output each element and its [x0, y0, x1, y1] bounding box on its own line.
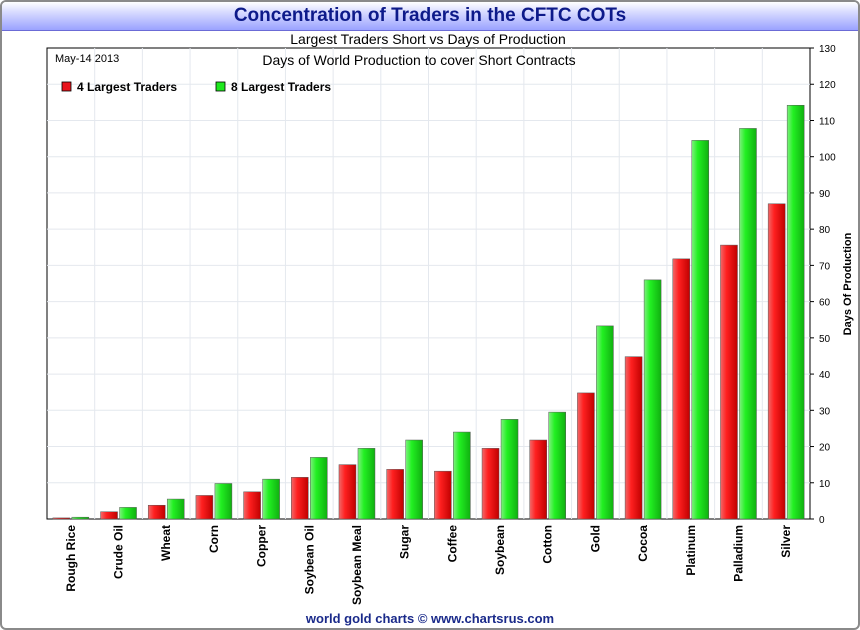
bar-4-largest — [481, 448, 500, 520]
x-category-label: Soybean — [493, 525, 507, 575]
x-category-label: Soybean Meal — [350, 525, 364, 605]
bar-4-largest — [672, 258, 691, 520]
y-tick-label: 100 — [819, 153, 836, 164]
bar-8-largest — [596, 325, 614, 520]
footer-credit: world gold charts © www.chartsrus.com — [305, 611, 555, 626]
bar-4-largest — [767, 203, 786, 520]
y-tick-label: 0 — [819, 515, 825, 526]
bar-4-largest — [529, 439, 547, 520]
x-category-label: Rough Rice — [64, 525, 78, 592]
legend-swatch-8-largest — [215, 81, 226, 92]
y-tick-label: 80 — [819, 225, 831, 236]
y-tick-label: 90 — [819, 189, 831, 200]
bar-8-largest — [739, 128, 757, 520]
bar-4-largest — [720, 244, 738, 520]
legend-swatch-4-largest — [61, 81, 72, 92]
y-axis-title: Days Of Production — [842, 232, 854, 335]
bar-4-largest — [195, 495, 214, 520]
x-category-label: Wheat — [159, 525, 173, 561]
y-tick-label: 110 — [819, 116, 835, 127]
bar-4-largest — [243, 491, 261, 520]
bar-8-largest — [310, 457, 328, 520]
y-tick-label: 10 — [819, 479, 831, 490]
bar-4-largest — [52, 517, 71, 520]
y-tick-label: 120 — [819, 80, 836, 91]
x-axis-labels: Rough Rice Crude Oil Wheat Corn Copper Soybea… — [64, 525, 793, 605]
y-tick-label: 130 — [819, 44, 836, 55]
x-category-label: Platinum — [684, 525, 698, 576]
bar-8-largest — [405, 439, 423, 520]
y-tick-label: 70 — [819, 261, 831, 272]
bar-8-largest — [357, 448, 376, 520]
x-category-label: Crude Oil — [112, 525, 126, 579]
x-category-label: Coffee — [445, 525, 459, 563]
bar-4-largest — [100, 511, 118, 520]
y-tick-label: 60 — [819, 298, 831, 309]
y-tick-label: 30 — [819, 406, 831, 417]
bar-8-largest — [71, 516, 90, 520]
bar-4-largest — [338, 464, 357, 520]
y-tick-label: 20 — [819, 443, 831, 454]
x-category-label: Silver — [779, 525, 793, 558]
x-category-label: Gold — [588, 525, 602, 552]
bar-8-largest — [500, 419, 519, 520]
bars-group — [52, 104, 805, 520]
y-tick-label: 50 — [819, 334, 831, 345]
bar-8-largest — [214, 483, 233, 520]
x-category-label: Palladium — [731, 525, 745, 582]
x-category-label: Cotton — [541, 525, 555, 564]
window-title: Concentration of Traders in the CFTC COT… — [233, 5, 627, 26]
date-label: May-14 2013 — [55, 53, 119, 65]
legend-label-8-largest: 8 Largest Traders — [231, 80, 331, 94]
bar-8-largest — [262, 478, 280, 520]
bar-8-largest — [166, 498, 185, 520]
x-category-label: Cocoa — [636, 525, 650, 562]
chart-title: Largest Traders Short vs Days of Product… — [290, 31, 565, 47]
bar-4-largest — [291, 477, 309, 520]
bar-8-largest — [786, 104, 805, 520]
y-tick-label: 40 — [819, 370, 831, 381]
legend-label-4-largest: 4 Largest Traders — [77, 80, 177, 94]
bar-4-largest — [434, 470, 452, 520]
bar-4-largest — [624, 356, 643, 520]
bar-8-largest — [643, 279, 662, 520]
bar-8-largest — [119, 507, 137, 520]
chart-subtitle: Days of World Production to cover Short … — [262, 52, 575, 68]
x-category-label: Copper — [255, 525, 269, 567]
bar-8-largest — [691, 140, 710, 520]
legend: 4 Largest Traders 8 Largest Traders — [61, 80, 331, 94]
bar-8-largest — [453, 431, 471, 520]
x-category-label: Soybean Oil — [302, 525, 316, 594]
window-title-bar: Concentration of Traders in the CFTC COT… — [2, 2, 858, 31]
bar-4-largest — [577, 392, 595, 520]
x-category-label: Sugar — [398, 525, 412, 559]
bar-4-largest — [386, 469, 404, 520]
bar-8-largest — [548, 411, 566, 520]
bar-4-largest — [147, 504, 166, 520]
y-axis-ticks: 0 10 20 30 40 50 60 70 80 90 100 110 120 130 — [810, 44, 836, 526]
x-category-label: Corn — [207, 525, 221, 553]
